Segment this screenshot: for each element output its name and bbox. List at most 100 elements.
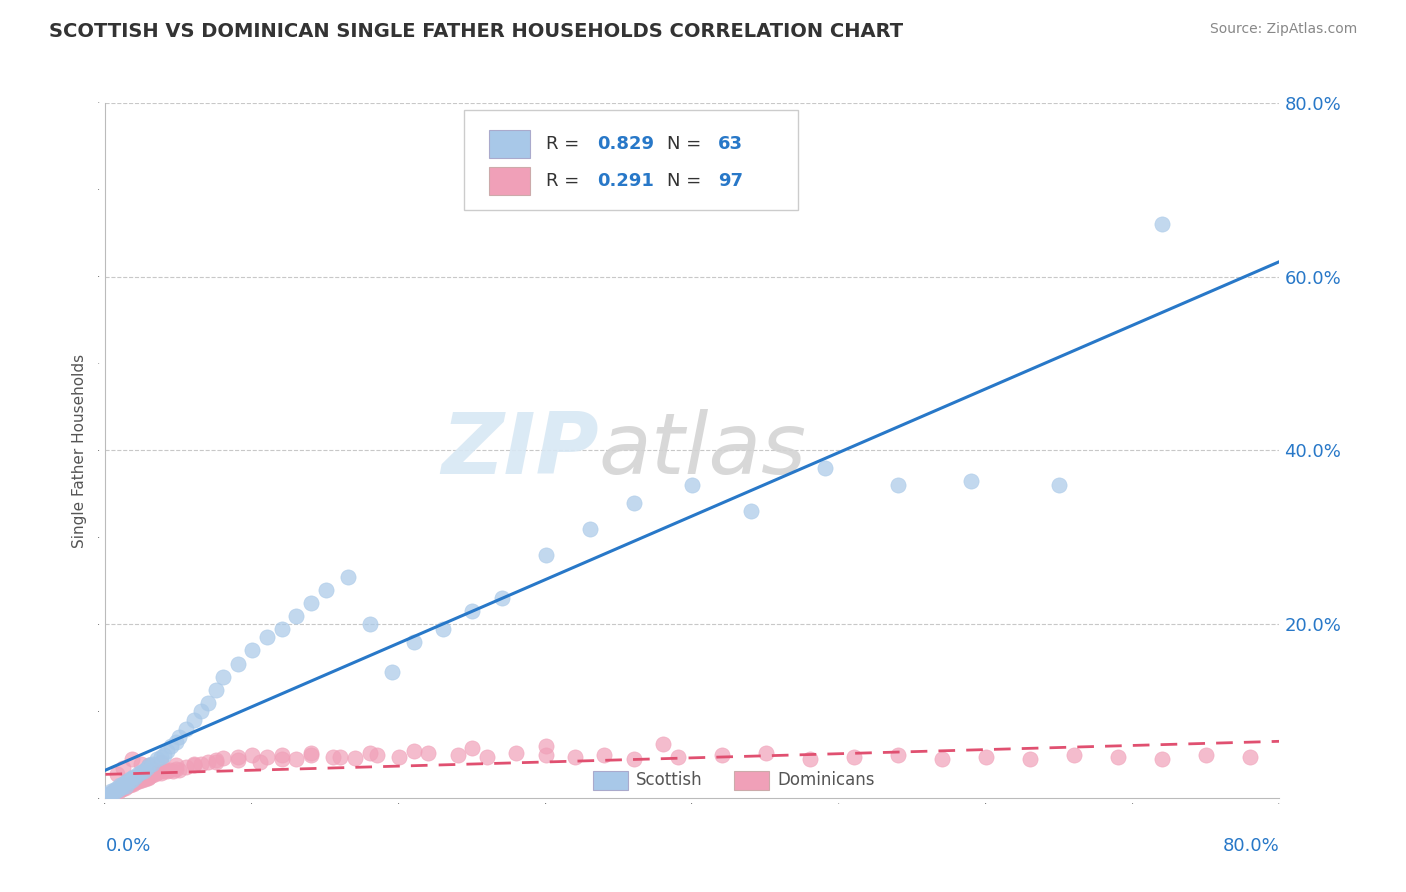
Point [270,747,292,762]
Point [101,786,124,800]
Point [842,749,865,764]
Point [121,752,143,766]
Point [125,774,148,789]
Point [226,753,249,767]
Text: 63: 63 [718,136,744,153]
Point [461,604,484,618]
Point [432,622,454,636]
Text: Scottish: Scottish [636,772,703,789]
Point [256,631,278,645]
Point [96,789,118,804]
Point [204,682,226,697]
FancyBboxPatch shape [734,771,769,790]
Point [129,772,152,787]
Point [813,460,835,475]
Point [534,548,557,562]
Point [534,739,557,753]
Point [115,778,138,792]
Point [122,770,145,784]
Point [129,756,152,771]
Point [402,635,425,649]
Point [121,775,143,789]
Point [710,747,733,762]
Point [112,761,135,775]
Point [150,766,173,780]
Point [98,789,121,803]
Text: atlas: atlas [599,409,807,492]
Point [162,764,184,778]
Text: 0.0%: 0.0% [105,837,150,855]
Point [174,760,197,774]
Point [343,751,366,765]
Point [141,768,163,782]
Point [666,749,689,764]
Point [322,749,344,764]
FancyBboxPatch shape [489,130,530,158]
FancyBboxPatch shape [464,110,799,211]
Point [593,747,616,762]
Point [103,782,125,797]
Point [114,775,136,789]
Point [128,774,150,789]
Point [153,747,176,762]
Point [270,622,292,636]
Point [141,756,163,771]
Point [127,773,149,788]
Point [887,478,910,492]
Point [110,781,132,796]
Point [136,772,159,786]
Point [887,747,910,762]
Text: SCOTTISH VS DOMINICAN SINGLE FATHER HOUSEHOLDS CORRELATION CHART: SCOTTISH VS DOMINICAN SINGLE FATHER HOUS… [49,22,903,41]
Point [112,777,135,791]
Point [226,657,249,671]
Point [167,731,190,745]
Point [652,738,675,752]
Point [359,617,381,632]
Point [138,758,160,772]
Point [240,747,263,762]
Point [100,786,122,800]
Point [564,749,586,764]
Point [156,743,179,757]
Point [105,780,128,795]
Point [623,496,645,510]
Point [475,749,498,764]
Point [138,758,160,772]
Point [132,764,155,778]
Point [97,788,120,802]
Point [98,788,121,802]
Point [505,746,527,760]
Point [165,762,187,776]
Point [120,772,142,787]
Point [534,747,557,762]
Point [150,749,173,764]
Point [107,783,129,797]
Point [183,758,205,772]
Point [682,478,704,492]
Point [105,782,128,797]
Point [204,753,226,767]
Text: ZIP: ZIP [441,409,599,492]
Point [108,780,131,795]
Point [381,665,404,680]
Point [148,765,170,780]
Point [114,780,136,795]
Point [211,751,233,765]
Point [167,763,190,777]
Point [755,746,778,760]
Point [127,767,149,781]
Point [1063,747,1085,762]
Point [115,779,138,793]
Point [156,764,179,779]
Point [134,772,156,787]
Point [104,785,127,799]
Point [101,787,124,801]
Point [190,705,212,719]
Point [100,784,122,798]
Point [118,777,141,791]
Text: 80.0%: 80.0% [1223,837,1279,855]
Point [107,781,129,796]
Point [270,752,292,766]
Y-axis label: Single Father Households: Single Father Households [72,353,87,548]
Point [1150,217,1173,231]
